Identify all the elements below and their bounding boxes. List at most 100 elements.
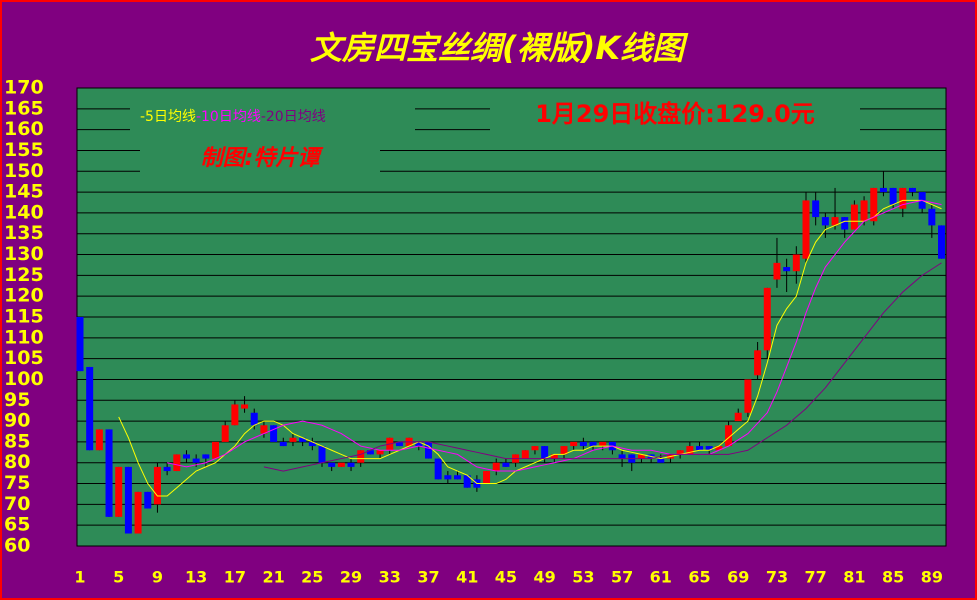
y-tick-label: 120 (4, 285, 44, 307)
candle-body (705, 446, 713, 451)
legend-entry: -5日均线 (140, 109, 196, 125)
legend-entry: -10日均线 (196, 109, 261, 125)
candle-body (754, 350, 762, 376)
y-tick-label: 60 (4, 535, 30, 557)
candle-body (202, 454, 210, 459)
candle-body (454, 475, 462, 480)
y-tick-label: 115 (4, 306, 44, 328)
candle-body (86, 366, 94, 451)
candle-body (347, 462, 355, 467)
candle-body (76, 317, 84, 372)
candle-body (850, 204, 858, 230)
candle-body (105, 429, 113, 517)
x-tick-label: 33 (379, 568, 401, 587)
candle-body (879, 187, 887, 193)
candle-body (337, 462, 345, 467)
y-tick-label: 160 (4, 118, 44, 140)
candle-body (783, 267, 791, 272)
candle-body (134, 491, 142, 534)
candle-body (231, 404, 239, 426)
candle-body (144, 491, 152, 509)
candle-body (560, 446, 568, 455)
candle-body (502, 462, 510, 467)
candle-body (889, 187, 897, 205)
candle-body (376, 450, 384, 455)
candle-body (744, 379, 752, 413)
candle-body (676, 450, 684, 455)
legend: -5日均线-10日均线-20日均线 (140, 109, 326, 125)
candle-body (821, 217, 829, 226)
y-tick-label: 70 (4, 493, 30, 515)
candle-body (182, 454, 190, 459)
candle-body (366, 450, 374, 455)
x-tick-label: 61 (650, 568, 672, 587)
candle-body (260, 425, 268, 434)
y-tick-label: 125 (4, 264, 44, 286)
candle-body (415, 441, 423, 447)
candle-body (734, 412, 742, 422)
candle-body (531, 446, 539, 451)
candle-body (279, 441, 287, 447)
moving-average (167, 199, 942, 472)
y-tick-label: 90 (4, 410, 30, 432)
candle-body (938, 225, 946, 259)
x-tick-label: 25 (301, 568, 323, 587)
y-tick-label: 150 (4, 160, 44, 182)
candle-body (318, 446, 326, 463)
x-tick-label: 21 (262, 568, 284, 587)
candle-body (725, 425, 733, 447)
moving-average (263, 262, 942, 472)
x-tick-label: 49 (534, 568, 556, 587)
candle-body (221, 425, 229, 442)
x-tick-label: 29 (340, 568, 362, 587)
y-tick-label: 135 (4, 222, 44, 244)
x-tick-label: 13 (185, 568, 207, 587)
candle-body (831, 217, 839, 226)
candle-body (299, 437, 307, 442)
x-tick-label: 17 (224, 568, 246, 587)
candle-body (696, 446, 704, 451)
candle-body (908, 187, 916, 193)
candle-body (163, 466, 171, 472)
candle-body (395, 441, 403, 447)
candle-body (357, 450, 365, 463)
candle-body (715, 446, 723, 451)
candle-body (308, 441, 316, 447)
candle-body (928, 208, 936, 226)
candle-body (463, 475, 471, 488)
x-tick-label: 85 (882, 568, 904, 587)
y-tick-label: 65 (4, 514, 30, 536)
candle-body (95, 429, 103, 451)
x-tick-label: 89 (921, 568, 943, 587)
candle-body (802, 200, 810, 259)
x-tick-label: 73 (766, 568, 788, 587)
candle-body (860, 200, 868, 222)
y-tick-label: 155 (4, 139, 44, 161)
candle-body (250, 412, 258, 426)
candle-body (153, 466, 161, 505)
candle-body (792, 254, 800, 272)
y-tick-label: 100 (4, 368, 44, 390)
x-tick-label: 81 (843, 568, 865, 587)
x-tick-label: 65 (688, 568, 710, 587)
candle-body (444, 475, 452, 480)
legend-entry: -20日均线 (261, 109, 326, 125)
candle-body (763, 287, 771, 351)
candle-body (686, 446, 694, 455)
candle-body (270, 425, 278, 442)
price-box (490, 96, 860, 134)
candle-body (241, 404, 249, 409)
credit: 制图:特片谭 (201, 146, 325, 171)
x-tick-label: 69 (727, 568, 749, 587)
x-tick-label: 53 (572, 568, 594, 587)
x-tick-label: 5 (113, 568, 124, 587)
candle-body (124, 466, 132, 534)
candle-body (773, 262, 781, 280)
candle-body (570, 441, 578, 447)
candle-body (637, 454, 645, 459)
x-tick-label: 41 (456, 568, 478, 587)
close-price: 1月29日收盘价:129.0元 (535, 100, 815, 128)
x-tick-label: 9 (152, 568, 163, 587)
candle-body (521, 450, 529, 459)
